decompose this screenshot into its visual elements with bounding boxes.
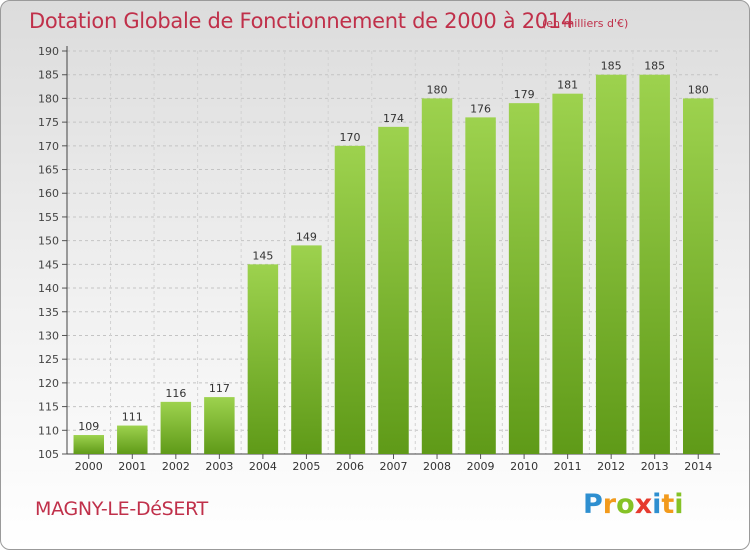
bar-value-label: 109: [78, 420, 99, 433]
x-tick-label: 2013: [641, 460, 669, 473]
y-tick-label: 120: [38, 377, 59, 390]
bar-value-label: 117: [209, 382, 230, 395]
bar: [378, 126, 409, 454]
bar-value-label: 176: [470, 102, 491, 115]
x-tick-label: 2007: [380, 460, 408, 473]
bar-value-label: 180: [688, 83, 709, 96]
x-tick-label: 2006: [336, 460, 364, 473]
logo-letter: t: [661, 489, 675, 520]
bar: [204, 397, 235, 454]
x-tick-label: 2003: [205, 460, 233, 473]
logo-letter: x: [634, 489, 653, 520]
y-tick-label: 145: [38, 258, 59, 271]
bar-value-label: 149: [296, 230, 317, 243]
x-tick-label: 2002: [162, 460, 190, 473]
bar-value-label: 185: [644, 60, 665, 73]
bar: [639, 74, 670, 455]
y-tick-label: 180: [38, 92, 59, 105]
bar: [508, 103, 540, 454]
x-tick-label: 2008: [423, 460, 451, 473]
bar: [334, 145, 366, 454]
x-tick-label: 2000: [75, 460, 103, 473]
y-tick-label: 105: [38, 448, 59, 461]
y-tick-label: 170: [38, 140, 59, 153]
logo-letter: o: [616, 489, 635, 520]
bar-value-label: 181: [557, 79, 578, 92]
bar-value-label: 145: [252, 249, 273, 262]
logo-letter: i: [674, 489, 684, 520]
proxiti-logo: Proxiti: [583, 489, 684, 520]
bar-value-label: 174: [383, 112, 404, 125]
x-tick-label: 2005: [292, 460, 320, 473]
bar-value-label: 170: [339, 131, 360, 144]
y-tick-label: 115: [38, 401, 59, 414]
logo-letter: P: [583, 489, 603, 520]
y-tick-label: 190: [38, 45, 59, 58]
y-tick-label: 165: [38, 164, 59, 177]
bar-value-label: 185: [601, 60, 622, 73]
chart-unit: (en milliers d'€): [542, 17, 629, 30]
bar: [73, 435, 105, 454]
y-tick-label: 110: [38, 424, 59, 437]
x-tick-label: 2009: [467, 460, 495, 473]
y-tick-label: 175: [38, 116, 59, 129]
logo-letter: r: [602, 489, 617, 520]
bar-value-label: 179: [514, 88, 535, 101]
bar: [291, 245, 322, 454]
bar: [247, 264, 279, 454]
bar-value-label: 180: [427, 83, 448, 96]
y-tick-label: 140: [38, 282, 59, 295]
y-tick-label: 160: [38, 187, 59, 200]
chart-title: Dotation Globale de Fonctionnement de 20…: [29, 9, 574, 33]
x-tick-label: 2012: [597, 460, 625, 473]
x-tick-label: 2010: [510, 460, 538, 473]
y-tick-label: 155: [38, 211, 59, 224]
x-tick-label: 2011: [554, 460, 582, 473]
bar: [552, 93, 583, 454]
y-tick-label: 185: [38, 69, 59, 82]
y-tick-label: 130: [38, 329, 59, 342]
y-tick-label: 135: [38, 306, 59, 319]
bar: [117, 425, 148, 454]
bar: [465, 117, 496, 455]
bar: [421, 98, 453, 454]
bar: [160, 401, 192, 454]
x-tick-label: 2001: [118, 460, 146, 473]
bar-value-label: 111: [122, 411, 143, 424]
y-tick-label: 125: [38, 353, 59, 366]
bar-value-label: 116: [165, 387, 186, 400]
x-tick-label: 2014: [684, 460, 712, 473]
bar: [682, 98, 714, 454]
x-tick-label: 2004: [249, 460, 277, 473]
commune-name: MAGNY-LE-DéSERT: [35, 498, 208, 520]
logo-letter: i: [652, 489, 662, 520]
y-tick-label: 150: [38, 235, 59, 248]
bar: [595, 74, 627, 455]
